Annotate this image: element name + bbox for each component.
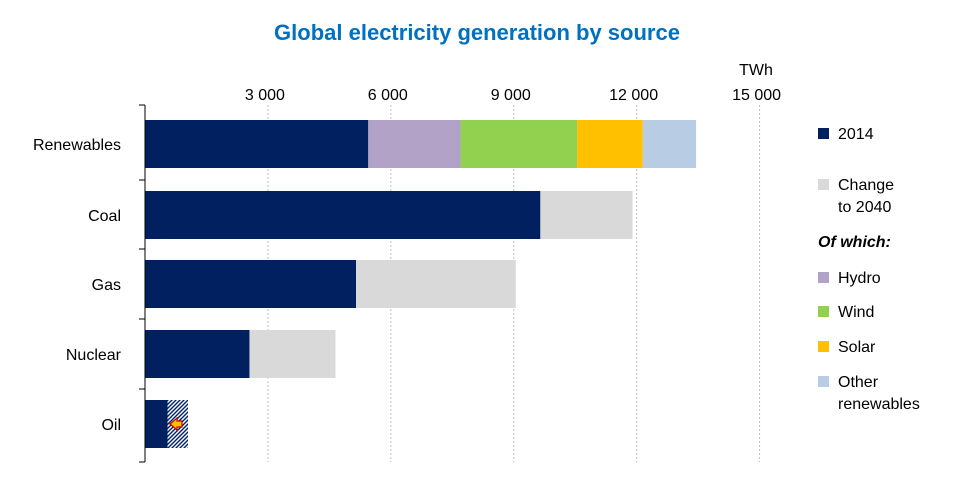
x-tick-label: 15 000: [732, 87, 781, 104]
x-tick-label: 12 000: [609, 87, 658, 104]
x-tick-label: 9 000: [491, 87, 531, 104]
category-label: Nuclear: [66, 347, 122, 364]
legend: 2014 Change to 2040 Of which: Hydro Wind Solar…: [818, 126, 920, 413]
bar-segment-renewables-2014: [145, 120, 369, 168]
bar-segment-nuclear-change-to-2040: [249, 330, 336, 378]
legend-label: Change to 2040: [838, 177, 894, 216]
axis-unit-label: TWh: [739, 62, 773, 79]
bar-segment-renewables-solar: [577, 120, 643, 168]
bar-segment-coal-change-to-2040: [540, 191, 633, 239]
gridlines: [139, 104, 761, 463]
legend-heading: Of which:: [818, 234, 891, 251]
bar-segment-renewables-wind: [460, 120, 578, 168]
legend-swatch: [818, 376, 829, 387]
legend-swatch: [818, 179, 829, 190]
legend-label: Solar: [838, 339, 876, 356]
bar-segment-coal-2014: [145, 191, 541, 239]
bar-segment-gas-change-to-2040: [355, 260, 516, 308]
bar-segment-oil-2014: [145, 400, 168, 448]
x-tick-label: 6 000: [368, 87, 408, 104]
legend-swatch: [818, 272, 829, 283]
legend-swatch: [818, 306, 829, 317]
bar-segment-renewables-other-renewables: [642, 120, 697, 168]
legend-swatch: [818, 128, 829, 139]
category-label: Gas: [92, 277, 121, 294]
legend-label: Other renewables: [838, 374, 920, 413]
decline-arrow-icon: [169, 416, 183, 432]
bar-segment-gas-2014: [145, 260, 356, 308]
chart-title: Global electricity generation by source: [274, 20, 680, 45]
tick-labels: 3 000 6 000 9 000 12 000 15 000: [245, 87, 781, 104]
x-tick-label: 3 000: [245, 87, 285, 104]
category-labels: Renewables Coal Gas Nuclear Oil: [33, 137, 122, 434]
legend-label: 2014: [838, 126, 874, 143]
bars: [145, 120, 697, 448]
legend-swatch: [818, 341, 829, 352]
legend-label: Wind: [838, 304, 874, 321]
bar-segment-nuclear-2014: [145, 330, 250, 378]
category-label: Coal: [88, 208, 121, 225]
legend-label: Hydro: [838, 270, 881, 287]
category-label: Renewables: [33, 137, 121, 154]
bar-segment-renewables-hydro: [368, 120, 461, 168]
category-label: Oil: [101, 417, 121, 434]
